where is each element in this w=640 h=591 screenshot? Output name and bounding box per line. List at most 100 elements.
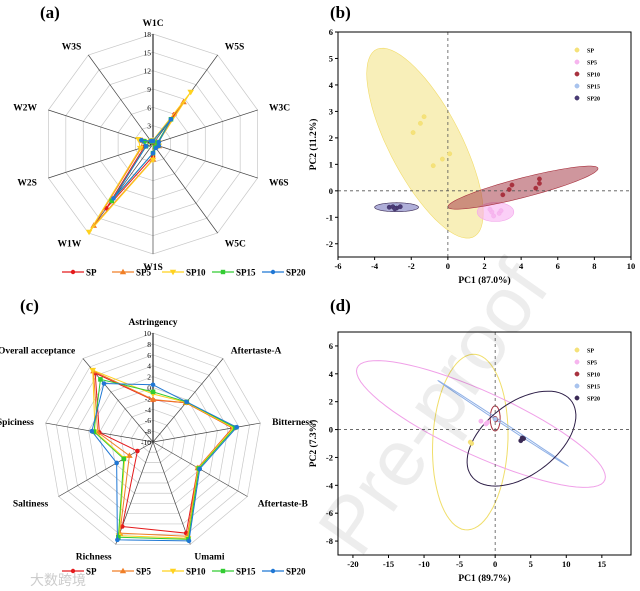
data-point [187, 89, 195, 96]
data-point [156, 139, 162, 145]
confidence-ellipse-SP15 [437, 380, 570, 468]
data-point [220, 568, 226, 574]
legend-label: SP10 [587, 373, 600, 379]
y-tick-label: -2 [326, 452, 333, 462]
x-axis-label: PC1 (87.0%) [458, 275, 510, 286]
data-point [85, 229, 93, 236]
axis-label: Spiciness [0, 418, 34, 428]
grid-ring [45, 332, 261, 545]
data-point [115, 537, 120, 543]
axis-line [152, 109, 258, 145]
data-point [141, 138, 147, 144]
data-point-SP20 [397, 204, 403, 210]
x-tick-label: 15 [598, 559, 607, 569]
data-point-SP5 [487, 206, 493, 212]
legend-marker [574, 347, 580, 353]
panel-label-d: (d) [330, 296, 351, 315]
axis-label: Umami [194, 553, 224, 563]
legend-label: SP15 [236, 567, 256, 577]
data-point-SP20 [521, 436, 527, 442]
y-tick-label: 2 [329, 397, 333, 407]
axis-label: W3S [62, 42, 82, 52]
tick-label: 10 [144, 329, 152, 338]
x-tick-label: -20 [347, 559, 358, 569]
data-point [136, 145, 144, 152]
grid-ring [141, 430, 165, 453]
axis-label: W6S [269, 179, 289, 189]
x-tick-label: -10 [418, 559, 429, 569]
data-point-SP10 [509, 182, 515, 188]
series-SP20 [89, 381, 240, 544]
series-SP10 [89, 367, 237, 542]
legend-marker [574, 383, 580, 389]
axis-label: Bitterness [272, 418, 313, 428]
pca-chart-b: -6 -4 -2 0 2 4 6 8 10 -2 -1 0 1 2 3 4 5 6 PC1 (87.0%) PC2 (… [308, 27, 635, 286]
data-point-SP5 [498, 208, 504, 214]
data-point-SP20 [392, 206, 398, 212]
axis-line [152, 143, 258, 179]
data-point-SP [439, 156, 445, 162]
axis-line [48, 109, 154, 145]
y-tick-label: 4 [329, 369, 334, 379]
tick-label: -4 [145, 405, 151, 414]
data-point [150, 382, 156, 388]
data-point [150, 389, 156, 395]
data-point [119, 268, 127, 275]
y-tick-label: 0 [329, 186, 333, 196]
series-line [91, 383, 238, 542]
data-point-SP10 [533, 185, 539, 191]
tick-label: 12 [144, 67, 152, 76]
legend-label: SP20 [587, 397, 600, 403]
y-axis-label: PC2 (7.3%) [308, 420, 319, 468]
data-point [148, 138, 154, 144]
data-point-SP [418, 120, 423, 126]
axis-label: Aftertaste-A [231, 346, 282, 356]
axis-label: Richness [76, 553, 112, 563]
data-point-SP10 [537, 181, 542, 186]
axis-line [48, 143, 154, 179]
y-tick-label: 3 [329, 106, 333, 116]
legend-label: SP [587, 49, 594, 55]
legend-marker [574, 395, 580, 401]
y-tick-label: -6 [326, 508, 333, 518]
data-point [186, 538, 192, 544]
legend-label: SP15 [236, 268, 256, 278]
axis-line [152, 441, 191, 545]
axis-label: Astringency [128, 318, 177, 328]
data-point-SP5 [491, 213, 497, 219]
data-point-SP [410, 130, 416, 135]
tick-label: -8 [145, 427, 151, 436]
radar-chart-a: W1C W5S W3C W6S W5C W1S W1W W2S W2W W3S 0 3 6 9 12 15 18… [13, 19, 306, 278]
y-tick-label: 1 [329, 159, 333, 169]
legend-label: SP10 [587, 73, 600, 79]
grid-ring [131, 419, 175, 463]
tick-label: 15 [144, 48, 152, 57]
legend-marker [574, 83, 580, 89]
grid-ring [77, 365, 229, 515]
data-point-SP15 [492, 416, 498, 422]
legend-label: SP5 [136, 567, 152, 577]
axis-label: W1C [142, 19, 163, 29]
legend-label: SP [86, 268, 97, 278]
data-point [220, 269, 226, 275]
panel-label-b: (b) [330, 3, 351, 22]
x-tick-label: -5 [456, 559, 463, 569]
x-tick-label: -4 [371, 261, 379, 271]
tick-label: 8 [147, 340, 151, 349]
tick-label: -6 [145, 416, 151, 425]
legend-label: SP5 [587, 61, 597, 67]
data-point [89, 428, 95, 434]
data-point [169, 568, 177, 575]
tick-label: 6 [147, 351, 151, 360]
legend-label: SP20 [286, 268, 306, 278]
legend-label: SP10 [186, 268, 206, 278]
axis-label: W5S [225, 42, 245, 52]
confidence-ellipse-SP [431, 353, 509, 531]
y-tick-label: -8 [326, 536, 333, 546]
data-point-SP [447, 151, 453, 157]
x-tick-label: 8 [592, 261, 596, 271]
data-point [119, 567, 127, 574]
data-point [197, 466, 203, 472]
y-tick-label: 4 [329, 80, 334, 90]
data-point-SP [421, 114, 427, 120]
